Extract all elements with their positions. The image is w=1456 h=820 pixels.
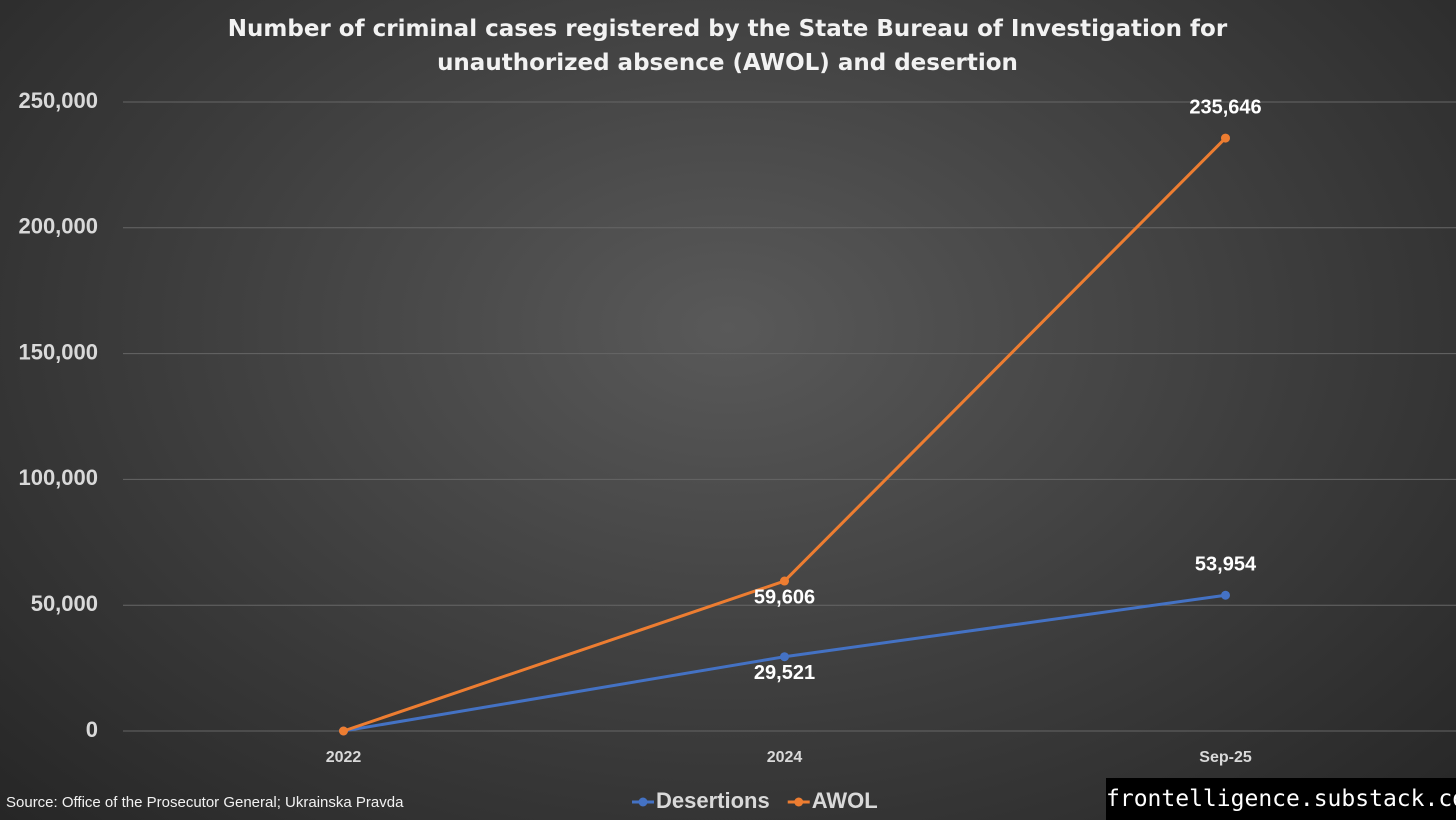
data-label: 59,606: [754, 586, 815, 608]
y-tick-label: 200,000: [18, 214, 98, 239]
data-label: 29,521: [754, 662, 815, 684]
x-tick-label: 2022: [326, 749, 362, 766]
x-tick-label: Sep-25: [1199, 749, 1252, 766]
legend-marker: [638, 797, 648, 807]
y-tick-label: 150,000: [18, 339, 98, 364]
point: [339, 726, 348, 736]
chart-title: Number of criminal cases registered by t…: [227, 16, 1228, 76]
x-tick-label: 2024: [767, 749, 803, 766]
point: [1221, 590, 1230, 600]
y-tick-label: 0: [86, 717, 98, 742]
source-note: Source: Office of the Prosecutor General…: [6, 794, 404, 811]
legend-label: Desertions: [656, 788, 770, 813]
point: [780, 652, 789, 662]
data-label: 53,954: [1195, 554, 1257, 576]
y-tick-label: 250,000: [18, 88, 98, 113]
y-tick-label: 50,000: [31, 591, 98, 616]
data-label: 235,646: [1189, 96, 1261, 118]
y-tick-label: 100,000: [18, 465, 98, 490]
point: [780, 576, 789, 586]
legend-label: AWOL: [812, 788, 878, 813]
legend-marker: [794, 797, 804, 807]
watermark: frontelligence.substack.com: [1106, 778, 1456, 820]
point: [1221, 133, 1230, 143]
series-line: [343, 137, 1227, 733]
